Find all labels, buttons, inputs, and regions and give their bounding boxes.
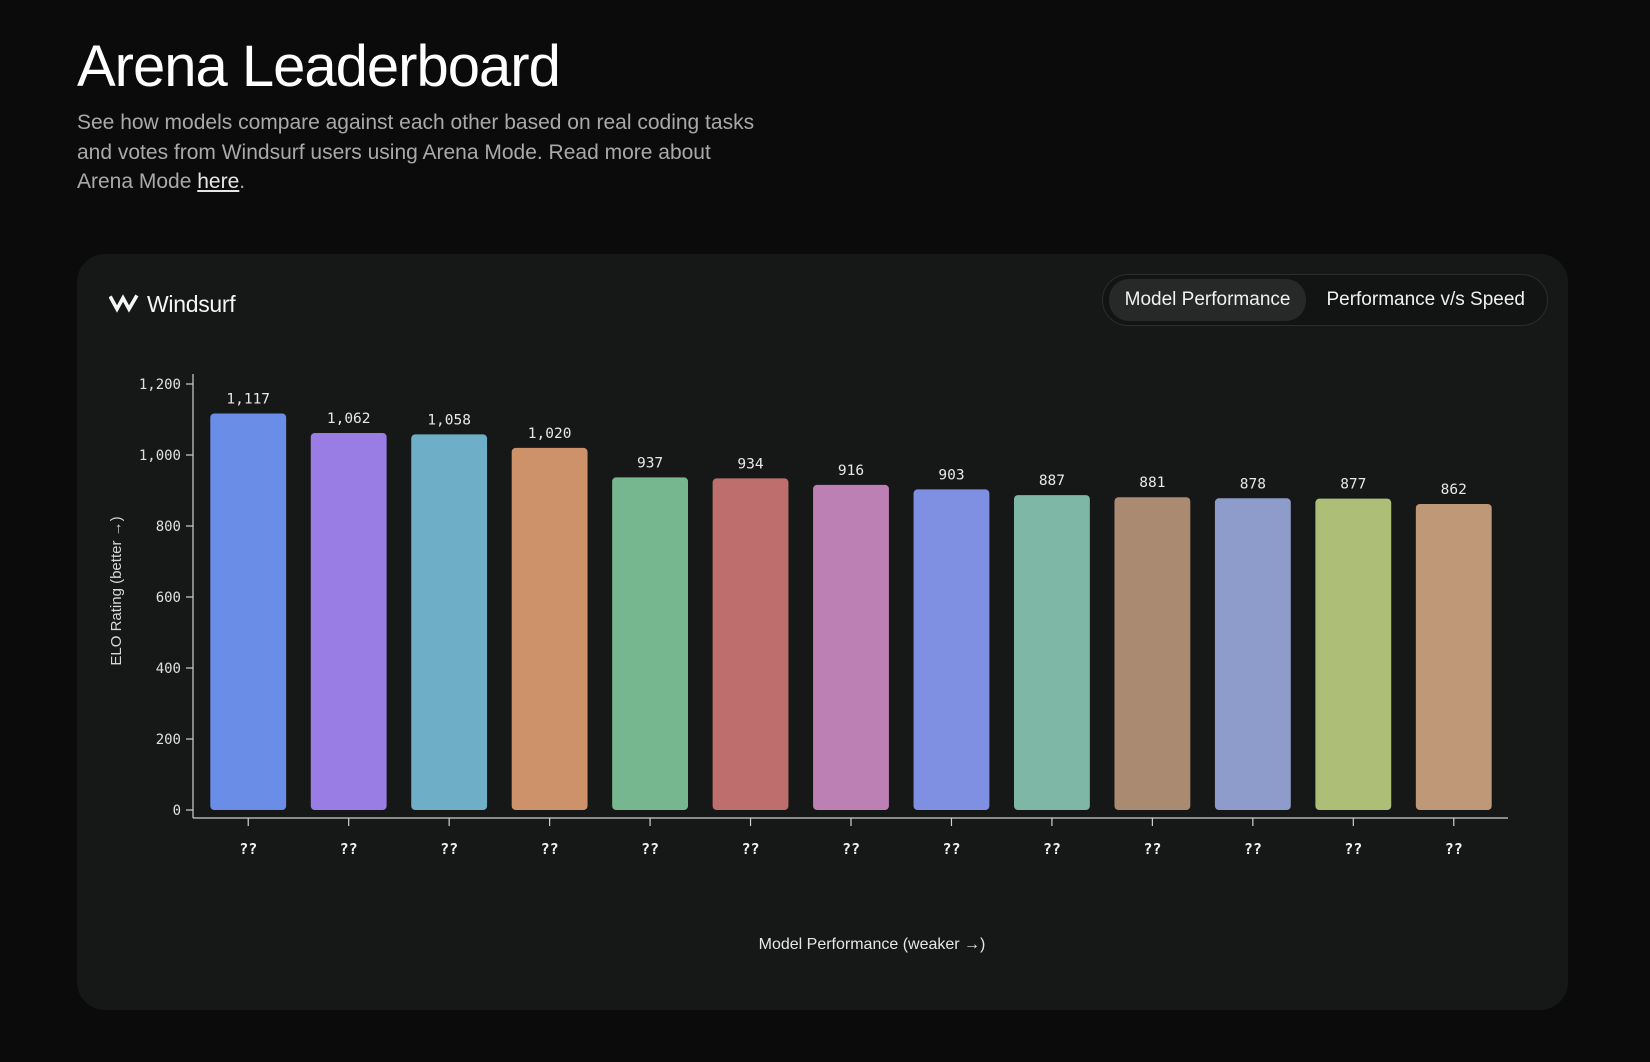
x-tick-label: ?? [541, 840, 559, 858]
x-tick-label: ?? [641, 840, 659, 858]
bar-value-label: 1,020 [528, 426, 572, 442]
description-end: . [239, 170, 246, 193]
bar[interactable] [1415, 503, 1492, 810]
x-tick-label: ?? [1043, 840, 1061, 858]
bar[interactable] [1214, 498, 1291, 810]
y-tick-label: 1,000 [139, 448, 181, 464]
brand-name: Windsurf [147, 290, 236, 317]
bar[interactable] [310, 432, 387, 810]
y-axis-title: ELO Rating (better →) [108, 516, 125, 665]
windsurf-icon [109, 294, 139, 313]
x-tick-label: ?? [239, 840, 257, 858]
x-tick-label: ?? [1344, 840, 1362, 858]
bar[interactable] [511, 447, 588, 810]
x-tick-label: ?? [1143, 840, 1161, 858]
bar[interactable] [1114, 497, 1191, 810]
bar[interactable] [712, 478, 789, 810]
y-tick-label: 200 [156, 732, 181, 748]
bar-value-label: 1,117 [226, 391, 270, 407]
view-toggle: Model Performance Performance v/s Speed [1101, 274, 1548, 326]
x-tick-label: ?? [742, 840, 760, 858]
x-axis: ?????????????????????????? [193, 817, 1508, 858]
y-tick-label: 600 [156, 590, 181, 606]
page-description: See how models compare against each othe… [77, 108, 757, 197]
bar-value-label: 862 [1441, 482, 1467, 498]
page-title: Arena Leaderboard [77, 34, 561, 99]
y-tick-label: 0 [173, 803, 181, 819]
bar-value-label: 1,058 [427, 412, 471, 428]
x-tick-label: ?? [1244, 840, 1262, 858]
bar-value-label: 934 [737, 456, 763, 472]
arena-mode-link[interactable]: here [197, 170, 240, 193]
brand-logo: Windsurf [109, 284, 236, 324]
bar[interactable] [411, 434, 488, 810]
bar[interactable] [612, 477, 689, 810]
tab-performance-vs-speed[interactable]: Performance v/s Speed [1310, 279, 1541, 321]
bar-value-label: 877 [1340, 477, 1366, 493]
y-tick-label: 1,200 [139, 377, 181, 393]
bar-value-label: 881 [1139, 475, 1165, 491]
bar-chart: 0 200 400 600 800 1,000 1,200 ????????????????… [108, 374, 1508, 953]
bar[interactable] [210, 413, 287, 810]
x-axis-title: Model Performance (weaker →) [759, 936, 986, 953]
bar[interactable] [1315, 498, 1392, 810]
bar-value-label: 878 [1240, 476, 1266, 492]
y-tick-label: 400 [156, 661, 181, 677]
bar[interactable] [813, 484, 889, 810]
x-tick-label: ?? [1445, 840, 1463, 858]
description-text: See how models compare against each othe… [77, 111, 755, 193]
x-tick-label: ?? [842, 840, 860, 858]
y-axis: 0 200 400 600 800 1,000 1,200 [139, 374, 194, 819]
bars: 1,117 1,062 1,058 1,020 937 934 916 903 887 881 87… [210, 391, 1492, 810]
bar-value-label: 903 [938, 467, 964, 483]
x-tick-label: ?? [340, 840, 358, 858]
bar-value-label: 1,062 [327, 411, 371, 427]
bar[interactable] [1013, 495, 1090, 810]
bar[interactable] [913, 489, 990, 810]
x-tick-label: ?? [440, 840, 458, 858]
bar-value-label: 887 [1039, 473, 1065, 489]
y-tick-label: 800 [156, 519, 181, 535]
leaderboard-card: Windsurf Model Performance Performance v… [77, 254, 1568, 1010]
bar-value-label: 937 [637, 455, 663, 471]
tab-model-performance[interactable]: Model Performance [1108, 279, 1307, 321]
x-tick-label: ?? [942, 840, 960, 858]
bar-value-label: 916 [838, 463, 864, 479]
